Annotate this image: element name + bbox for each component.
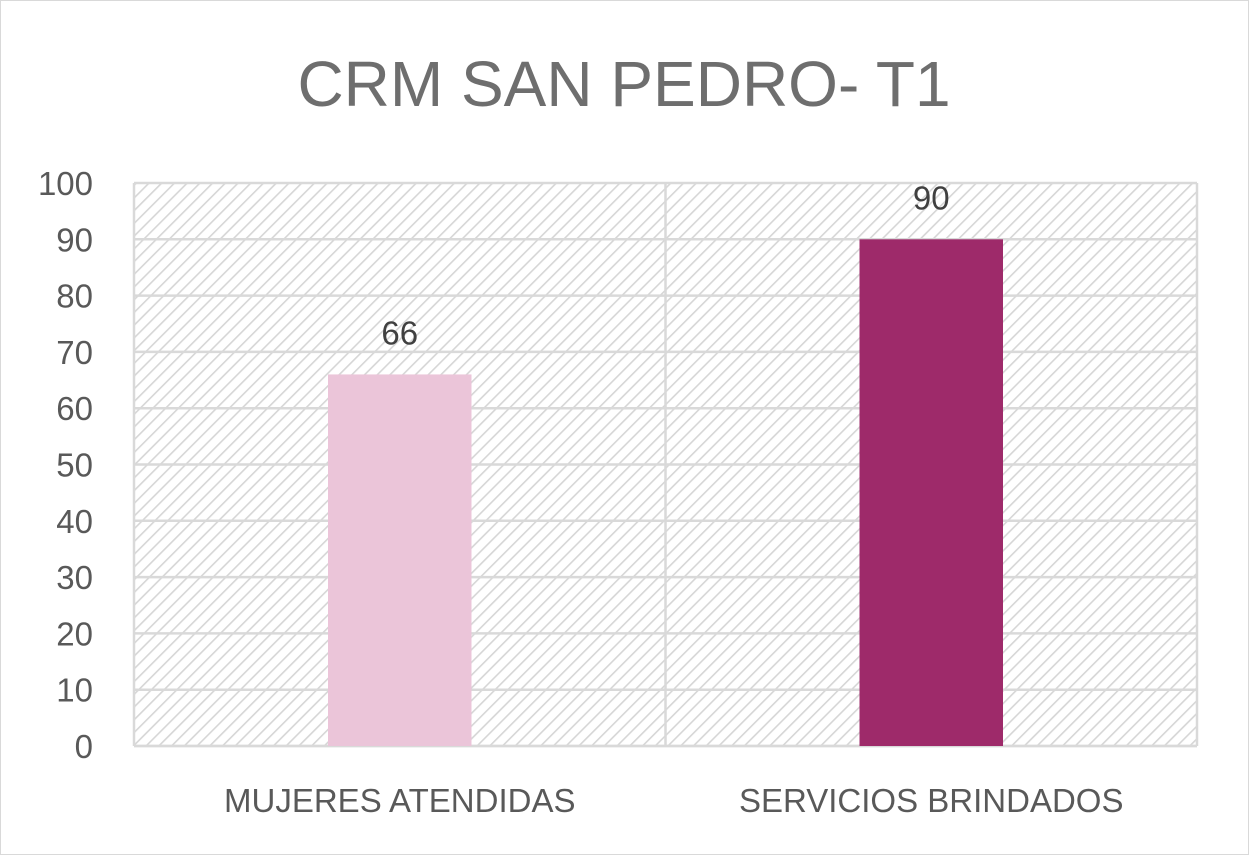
y-tick-label: 80 bbox=[56, 278, 93, 315]
y-axis-tick-labels: 0 10 20 30 40 50 60 70 80 90 100 bbox=[38, 165, 93, 765]
y-tick-label: 20 bbox=[56, 615, 93, 652]
y-tick-label: 60 bbox=[56, 390, 93, 427]
y-tick-label: 40 bbox=[56, 503, 93, 540]
y-tick-label: 50 bbox=[56, 447, 93, 484]
y-tick-label: 70 bbox=[56, 334, 93, 371]
bar-0 bbox=[327, 374, 472, 746]
data-labels: 66 90 bbox=[381, 179, 949, 351]
y-tick-label: 10 bbox=[56, 672, 93, 709]
y-tick-label: 90 bbox=[56, 221, 93, 258]
gridlines bbox=[132, 181, 1199, 748]
chart-title: CRM SAN PEDRO- T1 bbox=[297, 48, 950, 120]
bars bbox=[327, 239, 1004, 747]
bar-1 bbox=[859, 239, 1004, 747]
x-axis-tick-labels: MUJERES ATENDIDAS SERVICIOS BRINDADOS bbox=[224, 782, 1123, 819]
y-tick-label: 30 bbox=[56, 559, 93, 596]
data-label-1: 90 bbox=[913, 179, 950, 216]
y-tick-label: 100 bbox=[38, 165, 93, 202]
y-tick-label: 0 bbox=[75, 728, 93, 765]
data-label-0: 66 bbox=[381, 314, 418, 351]
x-tick-label-1: SERVICIOS BRINDADOS bbox=[739, 782, 1123, 819]
x-tick-label-0: MUJERES ATENDIDAS bbox=[224, 782, 575, 819]
